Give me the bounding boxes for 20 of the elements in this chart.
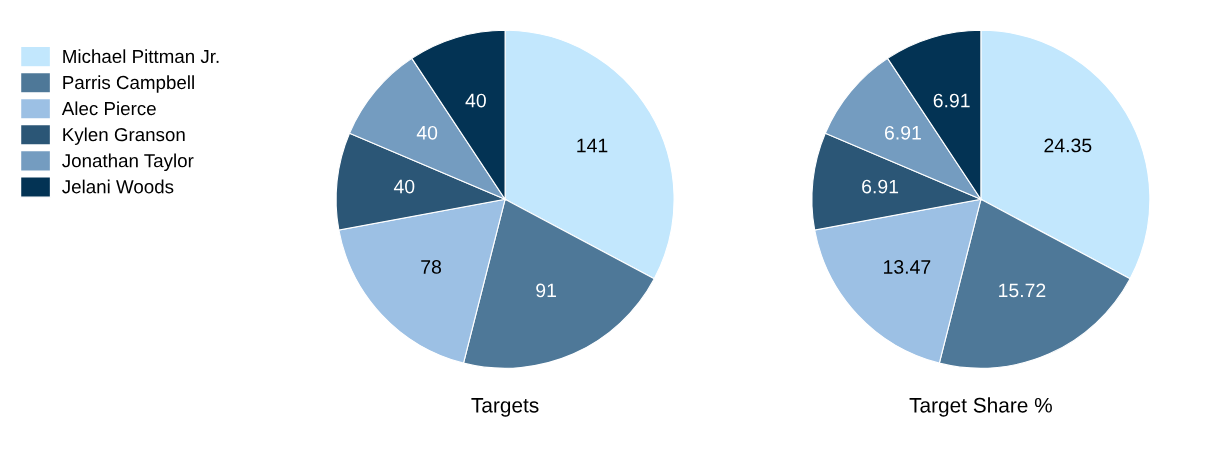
data-label: 40 (393, 179, 415, 194)
legend-label: Jonathan Taylor (62, 153, 194, 172)
data-label: 91 (536, 283, 556, 298)
data-label: 40 (465, 93, 486, 108)
legend-label: Parris Campbell (63, 75, 194, 93)
legend-label: Alec Pierce (61, 101, 156, 116)
data-label: 6.91 (933, 93, 970, 108)
data-label: 24.35 (1044, 138, 1092, 153)
legend-label: Kylen Granson (63, 127, 185, 145)
data-label: 40 (416, 125, 438, 140)
data-label: 13.47 (884, 260, 931, 274)
text: Targets (471, 398, 539, 417)
legend-label: Michael Pittman Jr. (63, 49, 219, 64)
data-label: 6.91 (862, 179, 899, 194)
text: Target Share % (909, 397, 1052, 417)
legend-label: Jelani Woods (62, 179, 174, 194)
data-label: 6.91 (884, 125, 921, 140)
data-label: 78 (421, 260, 442, 274)
data-label: 15.72 (999, 283, 1046, 298)
data-label: 141 (577, 138, 608, 153)
